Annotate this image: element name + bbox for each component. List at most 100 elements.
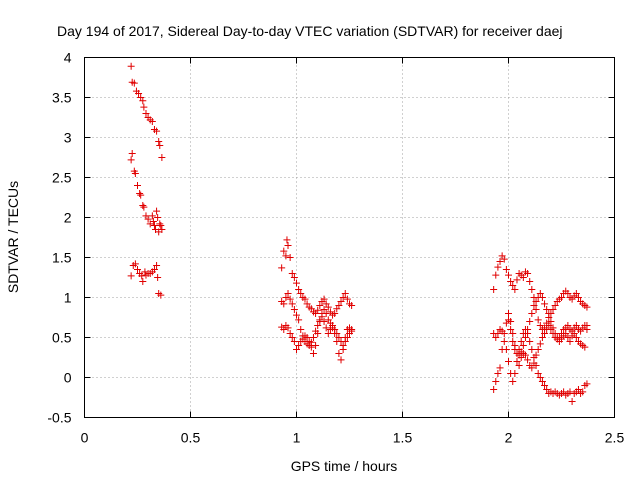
data-point (284, 242, 292, 249)
data-point (140, 103, 148, 111)
data-point (348, 327, 356, 335)
data-point (156, 142, 164, 149)
data-point (509, 282, 517, 289)
data-point (566, 338, 574, 345)
data-point (127, 156, 135, 164)
data-point (543, 306, 551, 313)
data-point (148, 212, 156, 220)
data-point (316, 302, 324, 309)
data-point (314, 330, 322, 337)
data-point (507, 278, 515, 285)
data-point (284, 290, 292, 297)
data-point (534, 370, 542, 377)
data-point (293, 346, 300, 353)
series-arc-2 (278, 236, 356, 364)
data-point (157, 291, 165, 299)
x-tick-label: 1 (293, 430, 301, 446)
data-point (295, 316, 303, 324)
data-point (324, 303, 332, 311)
data-point (290, 274, 298, 281)
data-point (131, 260, 139, 268)
data-point (498, 327, 506, 335)
data-point (136, 190, 144, 197)
data-points (127, 62, 591, 405)
data-point (583, 380, 591, 388)
data-point (562, 330, 570, 337)
y-tick-label: 0 (64, 370, 72, 386)
data-point (536, 290, 544, 297)
data-point (335, 350, 343, 357)
data-point (295, 286, 303, 293)
data-point (528, 364, 536, 372)
y-tick-label: 4 (64, 50, 72, 66)
data-point (286, 254, 294, 261)
data-point (570, 330, 578, 337)
data-point (157, 222, 165, 229)
y-tick-label: 0.5 (52, 330, 72, 346)
data-point (526, 278, 534, 285)
x-axis-label: GPS time / hours (291, 458, 398, 474)
data-point (526, 318, 534, 325)
data-point (534, 316, 542, 324)
data-point (528, 286, 536, 293)
data-point (141, 268, 149, 276)
data-point (502, 346, 510, 353)
data-point (309, 334, 317, 341)
tick-labels: 0 0.5 1 1.5 2 2.5 -0.5 0 0.5 1 1.5 2 2.5 3 3.5 4 (47, 50, 624, 446)
data-point (492, 334, 500, 341)
data-point (494, 263, 502, 271)
y-tick-label: 1 (64, 290, 72, 306)
data-point (286, 330, 294, 337)
series-arc-1-low (127, 260, 165, 299)
data-point (297, 290, 305, 297)
data-point (511, 342, 519, 349)
data-point (283, 236, 291, 244)
data-point (551, 302, 559, 309)
data-point (528, 346, 536, 353)
data-point (150, 266, 158, 273)
data-point (574, 386, 582, 393)
data-point (290, 338, 298, 345)
data-point (348, 302, 356, 309)
axis-ticks (84, 57, 615, 418)
data-point (507, 318, 515, 325)
data-point (329, 324, 337, 332)
data-point (572, 334, 580, 341)
data-point (301, 295, 309, 303)
data-point (511, 286, 519, 293)
data-point (290, 306, 298, 313)
data-point (524, 326, 532, 333)
data-point (312, 342, 320, 349)
x-tick-label: 0.5 (181, 430, 201, 446)
data-point (331, 310, 339, 317)
series-arc-1-high (127, 62, 166, 161)
data-point (558, 294, 565, 301)
data-point (288, 334, 296, 341)
data-point (530, 354, 538, 361)
data-point (532, 362, 540, 369)
data-point (297, 326, 305, 333)
data-point (547, 318, 555, 325)
data-point (538, 378, 546, 385)
data-point (505, 358, 512, 365)
y-tick-label: -0.5 (47, 410, 71, 426)
data-point (320, 295, 328, 303)
data-point (158, 226, 166, 233)
data-point (528, 310, 536, 317)
data-point (288, 300, 296, 308)
data-point (284, 324, 292, 332)
data-point (579, 388, 587, 396)
data-point (549, 306, 557, 313)
data-point (282, 294, 290, 301)
data-point (293, 279, 300, 287)
data-point (139, 278, 147, 285)
data-point (566, 388, 574, 396)
data-point (532, 298, 540, 305)
data-point (150, 222, 158, 229)
data-point (524, 356, 532, 364)
data-point (303, 334, 311, 341)
data-point (502, 266, 510, 273)
data-point (494, 370, 502, 377)
data-point (320, 306, 328, 313)
